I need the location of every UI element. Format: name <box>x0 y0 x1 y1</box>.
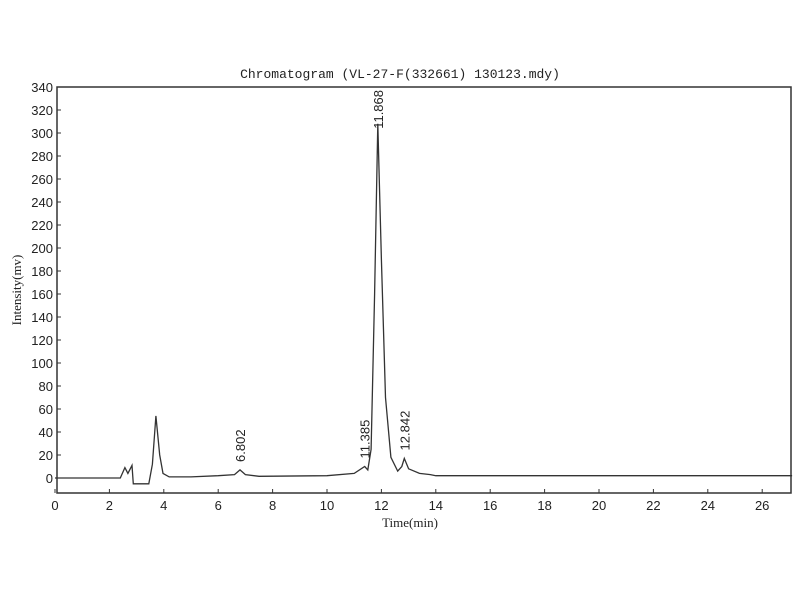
y-tick-label: 100 <box>31 356 53 371</box>
y-tick-label: 180 <box>31 264 53 279</box>
y-tick-label: 40 <box>39 425 53 440</box>
y-tick-label: 140 <box>31 310 53 325</box>
y-tick-label: 60 <box>39 402 53 417</box>
y-tick-label: 20 <box>39 448 53 463</box>
chart-title: Chromatogram (VL-27-F(332661) 130123.mdy… <box>240 67 560 82</box>
y-tick-label: 160 <box>31 287 53 302</box>
y-tick-label: 320 <box>31 103 53 118</box>
chromatogram-trace <box>55 123 793 485</box>
x-tick-label: 20 <box>592 498 606 513</box>
y-tick-label: 220 <box>31 218 53 233</box>
plot-frame <box>56 86 792 494</box>
x-tick-label: 8 <box>269 498 276 513</box>
x-tick-label: 26 <box>755 498 769 513</box>
y-axis-label: Intensity(mv) <box>9 255 24 326</box>
y-tick-label: 340 <box>31 80 53 95</box>
y-tick-label: 240 <box>31 195 53 210</box>
y-tick-label: 300 <box>31 126 53 141</box>
x-tick-label: 6 <box>215 498 222 513</box>
x-tick-label: 4 <box>160 498 167 513</box>
y-tick-label: 280 <box>31 149 53 164</box>
x-tick-label: 0 <box>51 498 58 513</box>
peak-label: 12.842 <box>397 411 412 451</box>
peak-label: 11.385 <box>358 420 373 459</box>
x-tick-label: 2 <box>106 498 113 513</box>
y-tick-label: 80 <box>39 379 53 394</box>
x-axis: 0 2 4 6 8 10 12 14 16 18 20 22 24 26 <box>51 489 769 513</box>
y-tick-label: 200 <box>31 241 53 256</box>
x-tick-label: 18 <box>537 498 551 513</box>
y-axis: 0 20 40 60 80 100 120 140 160 180 200 220 240 260 280 3… <box>31 80 61 486</box>
x-tick-label: 22 <box>646 498 660 513</box>
x-tick-label: 14 <box>429 498 443 513</box>
peak-label: 6.802 <box>233 429 248 462</box>
y-tick-label: 120 <box>31 333 53 348</box>
x-tick-label: 12 <box>374 498 388 513</box>
x-tick-label: 24 <box>701 498 715 513</box>
x-tick-label: 16 <box>483 498 497 513</box>
peak-label: 11.868 <box>371 90 386 129</box>
y-tick-label: 0 <box>46 471 53 486</box>
x-tick-label: 10 <box>320 498 334 513</box>
peak-labels: 6.802 11.385 11.868 12.842 <box>233 90 412 462</box>
x-axis-label: Time(min) <box>382 515 438 530</box>
y-tick-label: 260 <box>31 172 53 187</box>
